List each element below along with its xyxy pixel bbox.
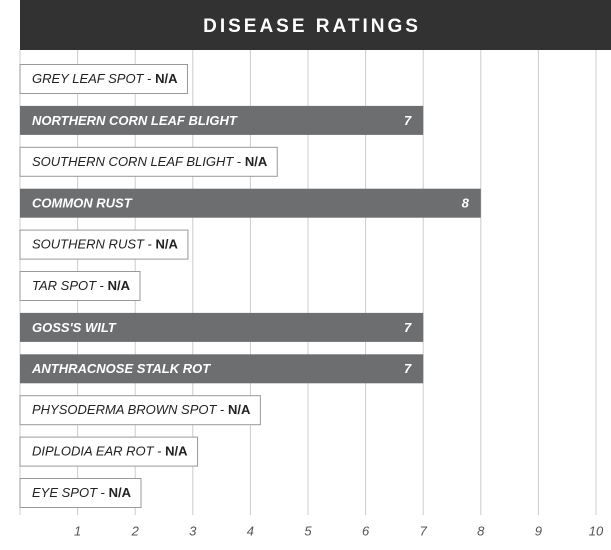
category-name: GREY LEAF SPOT (32, 71, 145, 86)
na-box (19, 436, 199, 467)
bar (20, 354, 424, 384)
separator: - (144, 71, 156, 86)
category-name: TAR SPOT (32, 278, 97, 293)
category-label: SOUTHERN RUST - N/A (32, 237, 179, 252)
value-label: N/A (156, 237, 179, 252)
category-name: DIPLODIA EAR ROT (32, 444, 155, 459)
x-tick-label: 1 (74, 523, 81, 538)
header (20, 0, 611, 50)
value-label: N/A (245, 154, 268, 169)
category-label: DIPLODIA EAR ROT - N/A (32, 444, 188, 459)
separator: - (216, 403, 228, 418)
x-tick-label: 8 (477, 523, 485, 538)
value-label: N/A (165, 444, 188, 459)
na-box (19, 146, 278, 177)
value-label: N/A (155, 71, 178, 86)
value-label: N/A (109, 485, 132, 500)
x-tick-label: 2 (131, 523, 140, 538)
category-label: TAR SPOT - N/A (32, 278, 131, 293)
na-box (19, 64, 188, 94)
na-box (19, 271, 141, 301)
category-name: EYE SPOT (32, 485, 98, 500)
separator: - (144, 237, 156, 252)
separator: - (233, 154, 245, 169)
category-label: NORTHERN CORN LEAF BLIGHT (32, 113, 238, 128)
x-tick-label: 4 (247, 523, 254, 538)
x-tick-label: 9 (535, 523, 542, 538)
category-name: SOUTHERN CORN LEAF BLIGHT (32, 154, 234, 169)
category-name: SOUTHERN RUST (32, 237, 145, 252)
category-name: PHYSODERMA BROWN SPOT (32, 403, 217, 418)
category-label: GREY LEAF SPOT - N/A (32, 71, 178, 86)
na-box (19, 229, 189, 260)
x-tick-label: 5 (304, 523, 312, 538)
x-tick-label: 10 (589, 523, 604, 538)
x-tick-label: 7 (420, 523, 428, 538)
category-label: GOSS'S WILT (32, 320, 117, 335)
value-label: 7 (404, 113, 412, 128)
value-label: 7 (404, 361, 412, 376)
na-box (19, 395, 261, 426)
value-label: N/A (228, 403, 251, 418)
chart-title: DISEASE RATINGS (203, 16, 421, 37)
value-label: 8 (462, 196, 470, 211)
category-label: PHYSODERMA BROWN SPOT - N/A (32, 403, 251, 418)
separator: - (154, 444, 166, 459)
separator: - (97, 485, 109, 500)
x-tick-label: 3 (189, 523, 197, 538)
value-label: N/A (108, 278, 131, 293)
category-label: SOUTHERN CORN LEAF BLIGHT - N/A (32, 154, 268, 169)
bar (20, 105, 424, 135)
x-tick-label: 6 (362, 523, 370, 538)
category-label: ANTHRACNOSE STALK ROT (31, 361, 211, 376)
value-label: 7 (404, 320, 412, 335)
category-label: COMMON RUST (32, 196, 133, 211)
bar (20, 312, 424, 342)
na-box (19, 478, 142, 508)
bar (20, 188, 481, 218)
category-label: EYE SPOT - N/A (32, 485, 132, 500)
separator: - (96, 278, 108, 293)
